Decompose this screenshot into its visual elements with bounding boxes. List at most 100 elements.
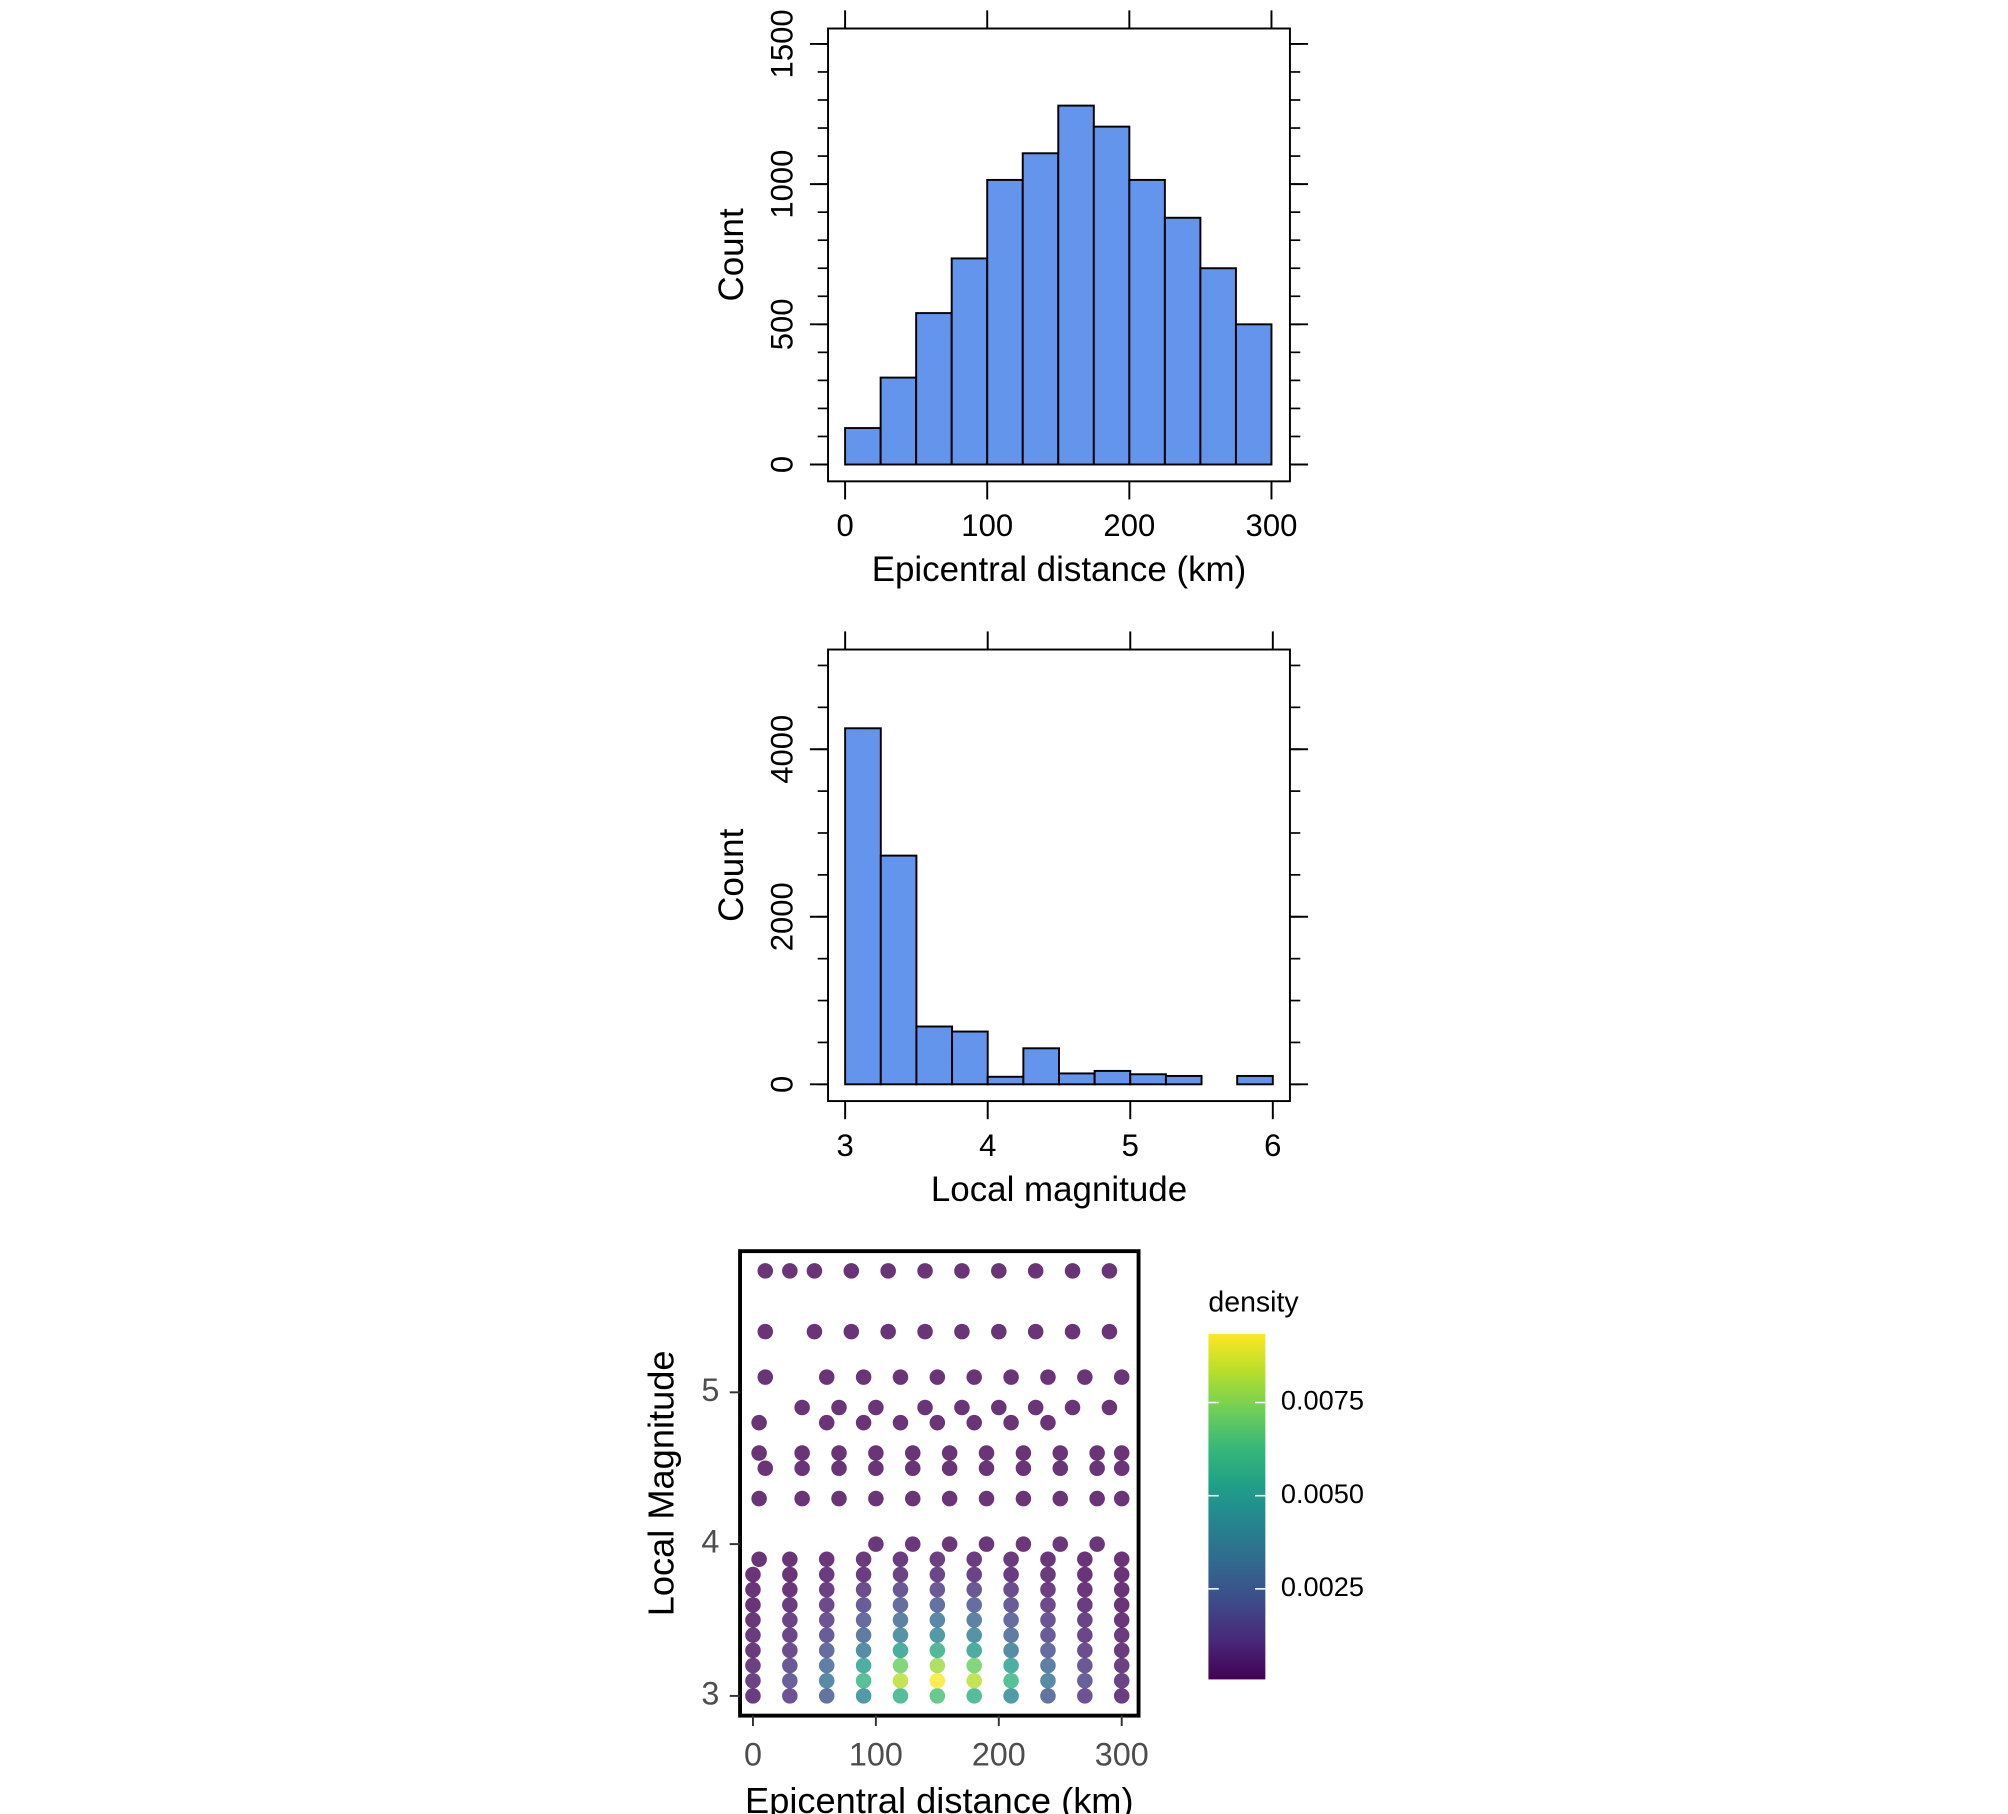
x-axis-title: Epicentral distance (km)	[745, 1780, 1134, 1814]
point	[1040, 1414, 1056, 1431]
point	[794, 1490, 810, 1507]
bar	[1199, 267, 1237, 466]
y-tick-label: 3	[701, 1675, 719, 1711]
point	[1040, 1566, 1056, 1583]
point	[1077, 1566, 1093, 1583]
point	[892, 1672, 909, 1689]
point	[782, 1566, 798, 1583]
point	[855, 1551, 872, 1568]
point	[966, 1657, 982, 1674]
point	[966, 1627, 982, 1643]
point	[855, 1369, 872, 1385]
point	[1040, 1612, 1056, 1628]
y-tick-label: 500	[764, 298, 799, 350]
point	[1101, 1399, 1118, 1416]
point	[1113, 1551, 1130, 1568]
point	[843, 1323, 860, 1340]
point	[831, 1490, 847, 1507]
point	[991, 1263, 1007, 1279]
bar	[915, 312, 953, 466]
bar	[951, 1030, 989, 1086]
point	[751, 1445, 767, 1461]
point	[892, 1369, 909, 1385]
bar	[1093, 1069, 1132, 1086]
bar	[844, 727, 882, 1086]
points	[745, 1263, 1130, 1704]
x-tick-label: 4	[979, 1128, 996, 1163]
point	[818, 1414, 835, 1431]
point	[782, 1642, 798, 1659]
point	[1003, 1672, 1019, 1689]
point	[745, 1657, 761, 1674]
point	[1003, 1369, 1019, 1385]
point	[1113, 1445, 1130, 1461]
point	[978, 1490, 995, 1507]
point	[794, 1399, 810, 1416]
point	[745, 1597, 761, 1613]
point	[1040, 1581, 1056, 1598]
point	[855, 1627, 872, 1643]
point	[892, 1581, 909, 1598]
point	[1040, 1642, 1056, 1659]
point	[1015, 1490, 1032, 1507]
point	[818, 1369, 835, 1385]
point	[818, 1581, 835, 1598]
point	[794, 1460, 810, 1476]
point	[904, 1490, 921, 1507]
point	[892, 1627, 909, 1643]
point	[751, 1551, 767, 1568]
point	[1077, 1612, 1093, 1628]
point	[782, 1688, 798, 1704]
point	[1113, 1672, 1130, 1689]
point	[1077, 1688, 1093, 1704]
point	[892, 1657, 909, 1674]
point	[929, 1551, 946, 1568]
x-tick-label: 5	[1122, 1128, 1139, 1163]
point	[818, 1627, 835, 1643]
point	[1027, 1323, 1044, 1340]
point	[751, 1414, 767, 1431]
point	[991, 1399, 1007, 1416]
point	[1003, 1414, 1019, 1431]
point	[745, 1627, 761, 1643]
point	[941, 1490, 958, 1507]
point	[1089, 1536, 1105, 1552]
point	[1077, 1657, 1093, 1674]
point	[1113, 1566, 1130, 1583]
y-tick-label: 0	[764, 456, 799, 473]
point	[855, 1414, 872, 1431]
y-tick-label: 4	[701, 1524, 719, 1560]
point	[954, 1263, 970, 1279]
bar	[879, 854, 918, 1086]
point	[929, 1688, 946, 1704]
point	[757, 1460, 774, 1476]
point	[1077, 1642, 1093, 1659]
point	[1052, 1445, 1069, 1461]
point	[745, 1688, 761, 1704]
point	[782, 1672, 798, 1689]
point	[1040, 1627, 1056, 1643]
colorbar-label: 0.0075	[1281, 1385, 1364, 1416]
point	[843, 1263, 860, 1279]
x-tick-label: 6	[1264, 1128, 1281, 1163]
point	[929, 1657, 946, 1674]
point	[818, 1642, 835, 1659]
point	[966, 1672, 982, 1689]
bar	[844, 427, 882, 466]
y-axis-title: Count	[712, 208, 751, 301]
point	[1003, 1581, 1019, 1598]
point	[757, 1263, 774, 1279]
point	[892, 1414, 909, 1431]
point	[818, 1657, 835, 1674]
point	[966, 1642, 982, 1659]
point	[966, 1612, 982, 1628]
point	[966, 1581, 982, 1598]
point	[868, 1460, 884, 1476]
point	[745, 1672, 761, 1689]
point	[1040, 1688, 1056, 1704]
bar	[1092, 125, 1131, 466]
point	[1113, 1369, 1130, 1385]
point	[1003, 1657, 1019, 1674]
bar	[1236, 1074, 1274, 1086]
bar	[986, 178, 1024, 466]
